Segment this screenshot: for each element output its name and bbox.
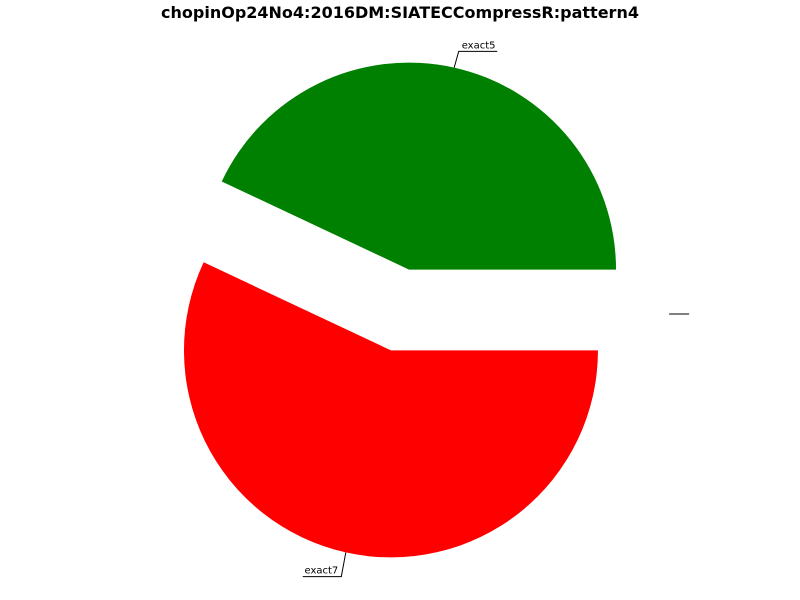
leader-line-exact7 (302, 552, 347, 578)
leader-line-exact5 (453, 50, 498, 68)
chart-title: chopinOp24No4:2016DM:SIATECCompressR:pat… (161, 3, 639, 22)
slices-layer (183, 62, 617, 558)
pie-slice-exact7 (183, 262, 598, 558)
slice-label-exact5: exact5 (462, 40, 496, 51)
slice-label-exact7: exact7 (304, 566, 338, 577)
labels-layer: exact5 exact7 (302, 40, 690, 578)
pie-slice-exact5 (221, 62, 617, 270)
